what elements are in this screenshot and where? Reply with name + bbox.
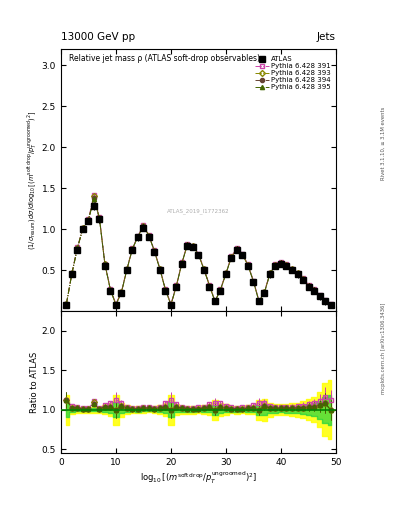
Text: Relative jet mass ρ (ATLAS soft-drop observables): Relative jet mass ρ (ATLAS soft-drop obs… xyxy=(69,54,260,63)
X-axis label: $\log_{10}[(m^{\rm soft\,drop}/p_T^{\rm ungroomed})^2]$: $\log_{10}[(m^{\rm soft\,drop}/p_T^{\rm … xyxy=(140,470,257,486)
Y-axis label: Ratio to ATLAS: Ratio to ATLAS xyxy=(30,352,39,413)
Text: ATLAS_2019_I1772362: ATLAS_2019_I1772362 xyxy=(167,208,230,214)
Text: Rivet 3.1.10, ≥ 3.1M events: Rivet 3.1.10, ≥ 3.1M events xyxy=(381,106,386,180)
Text: 13000 GeV pp: 13000 GeV pp xyxy=(61,32,135,42)
Text: Jets: Jets xyxy=(317,32,336,42)
Legend: ATLAS, Pythia 6.428 391, Pythia 6.428 393, Pythia 6.428 394, Pythia 6.428 395: ATLAS, Pythia 6.428 391, Pythia 6.428 39… xyxy=(253,55,332,92)
Text: mcplots.cern.ch [arXiv:1306.3436]: mcplots.cern.ch [arXiv:1306.3436] xyxy=(381,303,386,394)
Y-axis label: $(1/\sigma_{\rm resum})\,d\sigma/d\log_{10}[(m^{\rm soft\,drop}/p_T^{\rm ungroom: $(1/\sigma_{\rm resum})\,d\sigma/d\log_{… xyxy=(26,110,39,250)
